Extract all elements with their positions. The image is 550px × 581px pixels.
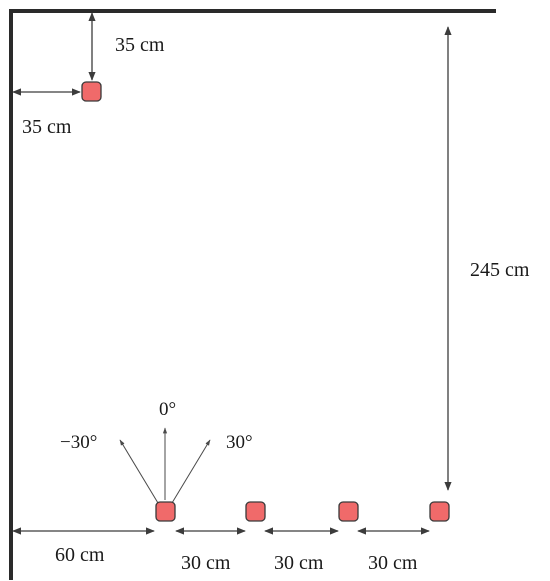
angle-0-label: 0° (159, 399, 176, 420)
sensor-top-left (81, 81, 102, 102)
sensor-bottom-2 (245, 501, 266, 522)
direction-arrow-plus-30 (171, 439, 211, 504)
angle-minus-30-label: −30° (60, 432, 97, 453)
left-offset-label: 35 cm (22, 116, 72, 138)
direction-arrow-minus-30 (119, 439, 159, 504)
sensor-bottom-4 (429, 501, 450, 522)
spacing-1-label: 30 cm (181, 552, 231, 574)
top-offset-label: 35 cm (115, 34, 165, 56)
first-offset-label: 60 cm (55, 544, 105, 566)
height-label: 245 cm (470, 259, 530, 281)
spacing-2-label: 30 cm (274, 552, 324, 574)
sensor-bottom-1 (155, 501, 176, 522)
room-wall (9, 9, 496, 580)
angle-plus-30-label: 30° (226, 432, 253, 453)
spacing-3-label: 30 cm (368, 552, 418, 574)
sensor-bottom-3 (338, 501, 359, 522)
